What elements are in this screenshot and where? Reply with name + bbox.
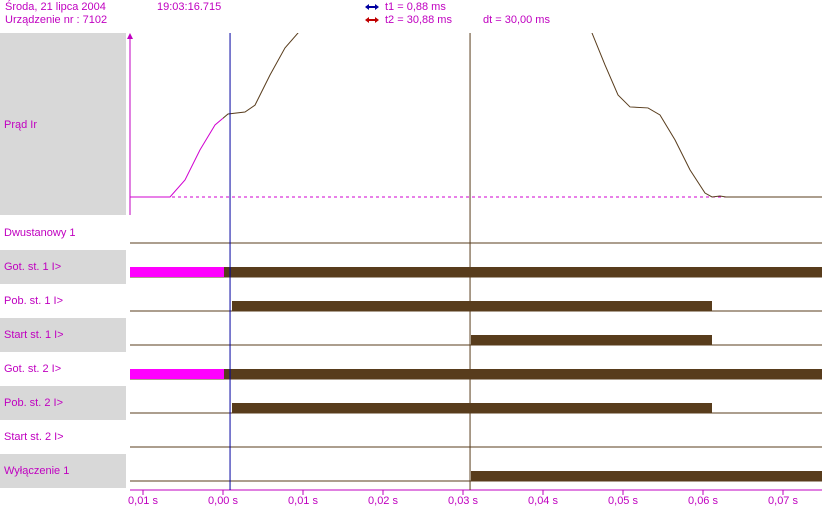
state-bar <box>232 403 712 413</box>
channel-label: Wyłączenie 1 <box>4 465 69 477</box>
channel-label: Start st. 2 I> <box>4 431 64 443</box>
x-tick-label: 0,05 s <box>608 495 638 507</box>
x-tick-label: 0,02 s <box>368 495 398 507</box>
channel-label: Got. st. 1 I> <box>4 261 61 273</box>
state-bar <box>232 301 712 311</box>
label-cell <box>0 386 126 420</box>
label-cell <box>0 318 126 352</box>
x-tick-label: 0,03 s <box>448 495 478 507</box>
label-cell <box>0 250 126 284</box>
x-tick-label: 0,01 s <box>288 495 318 507</box>
label-cell <box>0 454 126 488</box>
dt: dt = 30,00 ms <box>483 14 550 26</box>
channel-label: Dwustanowy 1 <box>4 227 76 239</box>
state-bar <box>471 471 822 481</box>
device: Urządzenie nr : 7102 <box>5 14 107 26</box>
x-tick-label: 0,06 s <box>688 495 718 507</box>
cursor-icon <box>365 17 379 23</box>
time: 19:03:16.715 <box>157 1 221 13</box>
analog-trace <box>130 33 822 198</box>
state-bar <box>130 267 224 277</box>
cursor-icon <box>365 4 379 10</box>
state-bar <box>224 369 822 379</box>
cursor-label: t1 = 0,88 ms <box>385 1 446 13</box>
state-bar <box>224 267 822 277</box>
x-tick-label: 0,07 s <box>768 495 798 507</box>
state-bar <box>130 369 224 379</box>
analog-label: Prąd Ir <box>4 119 37 131</box>
x-tick-label: 0,04 s <box>528 495 558 507</box>
channel-label: Pob. st. 1 I> <box>4 295 63 307</box>
channel-label: Start st. 1 I> <box>4 329 64 341</box>
date: Środa, 21 lipca 2004 <box>5 0 106 13</box>
channel-label: Got. st. 2 I> <box>4 363 61 375</box>
cursor-label: t2 = 30,88 ms <box>385 14 452 26</box>
x-tick-label: 0,00 s <box>208 495 238 507</box>
label-cell <box>0 33 126 215</box>
channel-label: Pob. st. 2 I> <box>4 397 63 409</box>
state-bar <box>471 335 712 345</box>
x-tick-label: 0,01 s <box>128 495 158 507</box>
